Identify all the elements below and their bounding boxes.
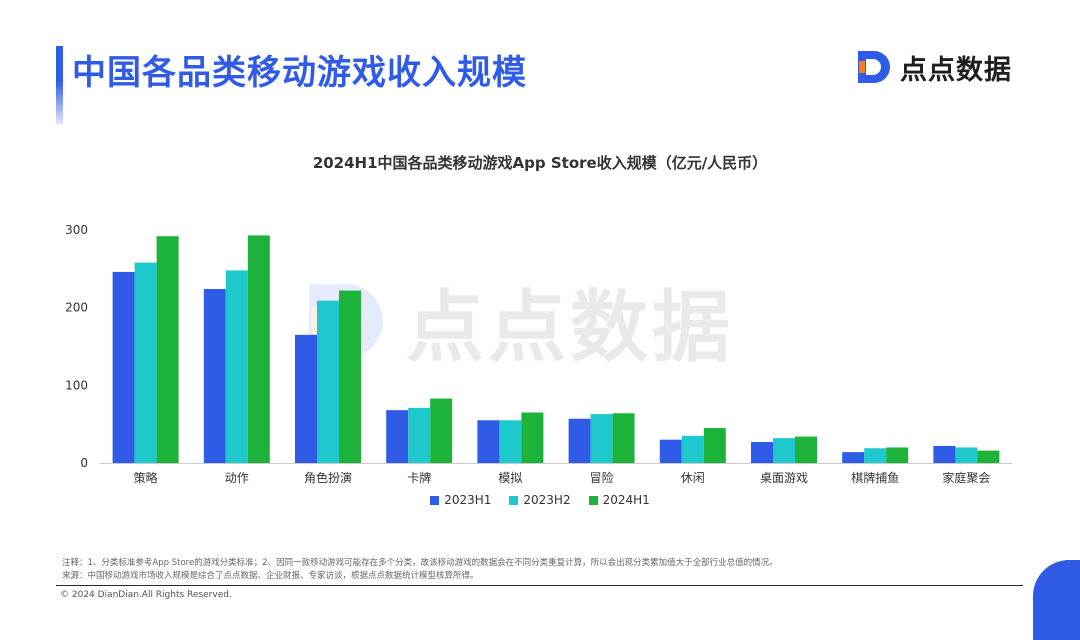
bar-2023h2: [408, 407, 431, 463]
legend-item-2024h1: 2024H1: [588, 493, 650, 507]
brand-logo-icon: [858, 51, 890, 83]
legend-label: 2023H2: [523, 493, 571, 507]
brand: 点点数据: [854, 46, 1012, 88]
x-tick-label: 角色扮演: [304, 470, 352, 485]
y-tick-label: 200: [65, 301, 88, 315]
x-tick-label: 策略: [134, 470, 158, 485]
bar-2023h1: [203, 289, 226, 463]
bar-chart: 0 100 200 300 策略 动作 角色扮演 卡牌 模拟 冒险 休闲 桌面游戏 棋牌捕鱼 家庭聚会: [65, 223, 1012, 485]
bar-2023h1: [842, 452, 865, 463]
x-tick-label: 家庭聚会: [942, 470, 990, 485]
legend-label: 2023H1: [444, 493, 492, 507]
bar-2023h2: [773, 438, 795, 463]
legend-swatch: [509, 495, 519, 505]
x-tick-label: 模拟: [498, 471, 522, 485]
bar-2024h1: [156, 236, 179, 463]
copyright: © 2024 DianDian.All Rights Reserved.: [60, 590, 232, 600]
y-tick-label: 0: [80, 456, 88, 470]
bar-2023h2: [317, 300, 339, 463]
bar-2024h1: [977, 450, 1000, 463]
x-tick-label: 桌面游戏: [760, 471, 808, 485]
y-tick-label: 100: [65, 378, 88, 392]
x-tick-label: 休闲: [681, 471, 705, 485]
bar-2023h1: [933, 445, 956, 463]
bar-2023h2: [134, 262, 157, 463]
bar-2023h1: [295, 334, 317, 463]
x-tick-label: 卡牌: [407, 471, 431, 485]
footer-divider: [56, 585, 1023, 586]
bar-2023h2: [499, 420, 522, 463]
brand-name: 点点数据: [900, 54, 1012, 86]
chart-title: 2024H1中国各品类移动游戏App Store收入规模（亿元/人民币）: [312, 154, 768, 172]
bar-2024h1: [612, 413, 635, 463]
legend-label: 2024H1: [602, 493, 650, 507]
bar-2024h1: [703, 428, 726, 463]
y-tick-label: 300: [65, 223, 88, 237]
bar-2023h2: [225, 270, 248, 463]
x-tick-label: 棋牌捕鱼: [851, 470, 899, 485]
title-accent-bar: [56, 46, 63, 124]
chart-note: 注释：1、分类标准参考App Store的游戏分类标准；2、因同一款移动游戏可能…: [62, 558, 778, 568]
chart-source: 来源：中国移动游戏市场收入规模是综合了点点数据、企业财报、专家访谈，根据点点数据…: [62, 571, 479, 581]
bar-2023h1: [659, 439, 682, 463]
bar-2024h1: [430, 398, 453, 463]
legend-swatch: [588, 495, 598, 505]
bar-2023h2: [681, 435, 704, 463]
bar-2023h1: [386, 410, 409, 463]
legend-swatch: [430, 495, 440, 505]
bar-2023h2: [590, 414, 613, 463]
bar-2023h1: [112, 271, 135, 463]
bar-2023h1: [751, 442, 773, 463]
page-title: 中国各品类移动游戏收入规模: [72, 53, 527, 93]
bar-2023h2: [864, 448, 887, 463]
x-tick-label: 动作: [225, 471, 249, 485]
bar-2024h1: [795, 436, 817, 463]
x-tick-label: 冒险: [590, 470, 614, 485]
legend-item-2023h1: 2023H1: [430, 493, 491, 507]
chart-legend: 2023H1 2023H2 2024H1: [0, 493, 1080, 507]
bar-2024h1: [247, 235, 270, 463]
bar-2023h1: [568, 418, 591, 463]
legend-item-2023h2: 2023H2: [509, 493, 571, 507]
bar-2024h1: [521, 412, 544, 463]
bar-2024h1: [339, 290, 361, 463]
bar-2023h2: [955, 447, 978, 463]
bar-2023h1: [477, 420, 500, 463]
bar-2024h1: [886, 447, 909, 463]
